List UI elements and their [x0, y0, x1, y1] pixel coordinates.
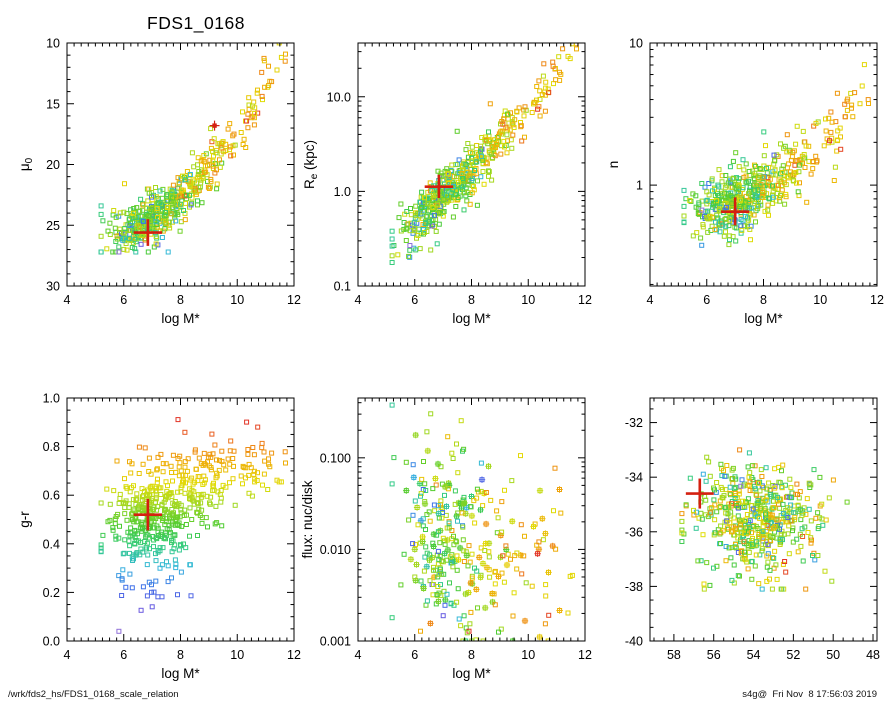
panel-mu0: 4 6 8 10 12 10 15 20 25 30 log M* μ0	[17, 37, 301, 327]
y-tick-label: 30	[46, 280, 60, 294]
x-axis-label: log M*	[452, 666, 491, 681]
figure-title: FDS1_0168	[147, 13, 245, 33]
x-tick-label: 12	[578, 648, 592, 662]
y-tick-label: 0.2	[43, 586, 60, 600]
target-cross-marker-re	[424, 174, 454, 199]
y-tick-label: 1.0	[43, 392, 60, 406]
target-cross-marker-pos	[685, 478, 714, 509]
x-axis-label: log M*	[161, 666, 200, 681]
x-axis-label: log M*	[744, 311, 783, 326]
panel-pos: 58 56 54 52 50 48 -40 -38 -36 -34 -32	[625, 397, 880, 662]
y-tick-label: 10	[629, 37, 643, 51]
x-tick-label: 10	[813, 293, 827, 307]
y-tick-label: -38	[625, 580, 643, 594]
y-tick-label: 25	[46, 219, 60, 233]
scatter-points-pos	[679, 447, 850, 592]
y-tick-label: 0.1	[334, 280, 351, 294]
footer-timestamp: s4g@ Fri Nov 8 17:56:03 2019	[742, 689, 877, 700]
y-tick-label: 15	[46, 97, 60, 111]
scatter-points-re	[389, 43, 579, 265]
scatter-points-n	[681, 62, 871, 248]
x-tick-label: 4	[647, 293, 654, 307]
x-tick-label: 58	[667, 648, 681, 662]
x-tick-label: 4	[355, 293, 362, 307]
y-axis-label: μ0	[17, 157, 35, 171]
x-axis-label: log M*	[452, 311, 491, 326]
y-tick-label: 1.0	[334, 185, 351, 199]
y-axis-label: flux: nuc/disk	[300, 480, 315, 558]
x-tick-label: 8	[468, 293, 475, 307]
x-tick-label: 52	[786, 648, 800, 662]
x-tick-label: 50	[826, 648, 840, 662]
panel-gr: 4 6 8 10 12 0.0 0.2 0.4 0.6 0.8 1.0 log M* g-r	[17, 392, 301, 682]
x-tick-label: 8	[760, 293, 767, 307]
x-axis-label: log M*	[161, 311, 200, 326]
x-tick-label: 10	[230, 293, 244, 307]
y-tick-label: -40	[625, 635, 643, 649]
x-tick-label: 6	[120, 293, 127, 307]
y-tick-label: 0.8	[43, 440, 60, 454]
x-tick-label: 8	[177, 293, 184, 307]
x-tick-label: 48	[866, 648, 880, 662]
footer-file-path: /wrk/fds2_hs/FDS1_0168_scale_relation	[8, 689, 179, 700]
y-tick-label: -36	[625, 525, 643, 539]
panel-re: 4 6 8 10 12 0.1 1.0 10.0 log M* Re (kpc)	[302, 42, 592, 326]
x-tick-label: 12	[870, 293, 884, 307]
y-tick-label: 10.0	[327, 90, 351, 104]
y-tick-label: -32	[625, 416, 643, 430]
x-tick-label: 6	[411, 648, 418, 662]
y-axis-label: Re (kpc)	[302, 140, 320, 189]
y-tick-label: 0.0	[43, 635, 60, 649]
x-tick-label: 12	[287, 648, 301, 662]
x-tick-label: 4	[355, 648, 362, 662]
y-tick-label: 0.4	[43, 537, 60, 551]
y-tick-label: 0.100	[320, 451, 351, 465]
y-tick-label: 10	[46, 37, 60, 51]
x-tick-label: 6	[703, 293, 710, 307]
y-tick-label: 1	[636, 179, 643, 193]
target-cross-marker-mu0	[133, 219, 163, 246]
x-tick-label: 12	[578, 293, 592, 307]
x-tick-label: 10	[521, 293, 535, 307]
x-tick-label: 10	[230, 648, 244, 662]
scatter-points-mu0	[98, 43, 288, 255]
target-cross-marker-gr	[133, 498, 163, 531]
x-tick-label: 8	[468, 648, 475, 662]
y-tick-label: 0.010	[320, 543, 351, 557]
scatter-points-gr	[98, 417, 288, 634]
x-tick-label: 6	[120, 648, 127, 662]
x-tick-label: 4	[64, 648, 71, 662]
x-tick-label: 54	[747, 648, 761, 662]
panel-n: 4 6 8 10 12 1 10 log M* n	[606, 37, 884, 327]
panel-flux: 4 6 8 10 12 0.001 0.010 0.100 log M* flux: nuc/di…	[300, 397, 592, 681]
y-tick-label: -34	[625, 471, 643, 485]
x-tick-label: 8	[177, 648, 184, 662]
x-tick-label: 4	[64, 293, 71, 307]
y-tick-label: 0.6	[43, 489, 60, 503]
y-axis-label: n	[606, 161, 621, 169]
scatter-points-flux	[389, 402, 575, 641]
x-tick-label: 56	[707, 648, 721, 662]
target-cross-marker-n	[720, 197, 750, 226]
x-tick-label: 6	[411, 293, 418, 307]
y-axis-label: g-r	[17, 511, 32, 528]
secondary-red-point-mu0	[209, 120, 220, 131]
y-tick-label: 20	[46, 158, 60, 172]
y-tick-label: 0.001	[320, 635, 351, 649]
x-tick-label: 10	[521, 648, 535, 662]
x-tick-label: 12	[287, 293, 301, 307]
